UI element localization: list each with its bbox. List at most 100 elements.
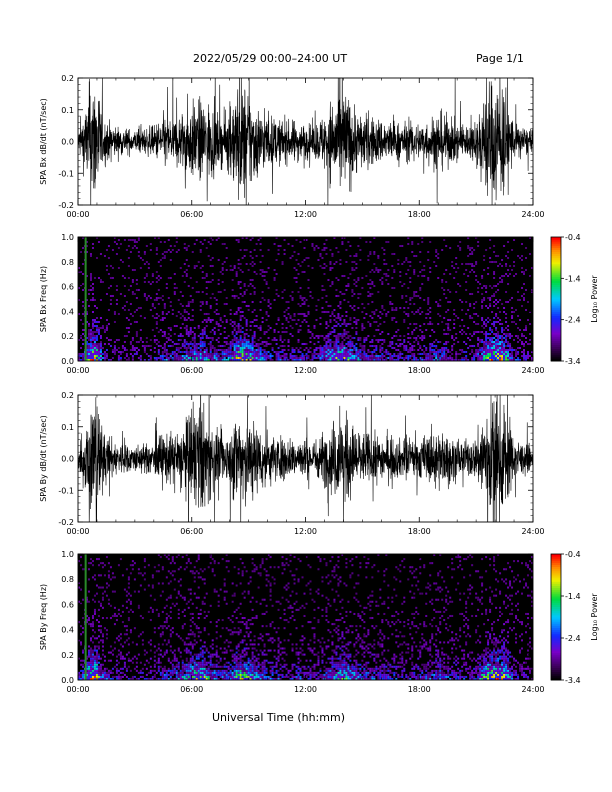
spectrogram-cell — [453, 339, 456, 341]
spectrogram-cell — [351, 359, 354, 361]
spectrogram-cell — [237, 649, 240, 652]
spectrogram-cell — [237, 353, 240, 355]
spectrogram-cell — [167, 357, 170, 359]
spectrogram-cell — [97, 349, 100, 351]
spectrogram-cell — [81, 669, 84, 672]
spectrogram-cell — [187, 301, 190, 303]
spectrogram-cell — [341, 351, 344, 353]
spectrogram-cell — [351, 291, 354, 293]
spectrogram-cell — [321, 349, 324, 351]
spectrogram-cell — [453, 343, 456, 345]
spectrogram-cell — [155, 677, 158, 680]
spectrogram-cell — [97, 353, 100, 355]
spectrogram-cell — [173, 588, 176, 591]
spectrogram-cell — [239, 287, 242, 289]
spectrogram-cell — [499, 323, 502, 325]
spectrogram-cell — [339, 319, 342, 321]
spectrogram-cell — [455, 351, 458, 353]
spectrogram-cell — [191, 671, 194, 674]
spectrogram-cell — [95, 651, 98, 654]
spectrogram-cell — [479, 357, 482, 359]
spectrogram-cell — [437, 323, 440, 325]
spectrogram-cell — [369, 293, 372, 295]
spectrogram-cell — [489, 357, 492, 359]
spectrogram-cell — [311, 267, 314, 269]
spectrogram-cell — [225, 665, 228, 668]
y-tick-label: 0.0 — [61, 138, 74, 147]
spectrogram-cell — [203, 277, 206, 279]
spectrogram-cell — [189, 327, 192, 329]
spectrogram-cell — [455, 357, 458, 359]
spectrogram-cell — [219, 647, 222, 650]
spectrogram-cell — [241, 649, 244, 652]
spectrogram-cell — [353, 309, 356, 311]
spectrogram-cell — [201, 645, 204, 648]
spectrogram-cell — [341, 341, 344, 343]
spectrogram-cell — [191, 287, 194, 289]
spectrogram-cell — [479, 283, 482, 285]
spectrogram-cell — [387, 333, 390, 335]
spectrogram-cell — [385, 279, 388, 281]
spectrogram-cell — [243, 623, 246, 626]
spectrogram-cell — [201, 570, 204, 573]
spectrogram-cell — [245, 359, 248, 361]
spectrogram-cell — [223, 675, 226, 678]
spectrogram-cell — [247, 345, 250, 347]
spectrogram-cell — [231, 343, 234, 345]
spectrogram-cell — [523, 335, 526, 337]
spectrogram-cell — [495, 327, 498, 329]
spectrogram-cell — [97, 647, 100, 650]
spectrogram-cell — [347, 359, 350, 361]
spectrogram-cell — [89, 337, 92, 339]
spectrogram-cell — [513, 311, 516, 313]
spectrogram-cell — [343, 353, 346, 355]
spectrogram-cell — [167, 639, 170, 642]
spectrogram-cell — [247, 309, 250, 311]
spectrogram-cell — [339, 343, 342, 345]
spectrogram-cell — [493, 251, 496, 253]
spectrogram-cell — [339, 301, 342, 303]
spectrogram-cell — [95, 331, 98, 333]
spectrogram-cell — [235, 355, 238, 357]
spectrogram-cell — [107, 584, 110, 587]
spectrogram-cell — [187, 359, 190, 361]
spectrogram-cell — [243, 647, 246, 650]
spectrogram-cell — [317, 341, 320, 343]
spectrogram-cell — [137, 357, 140, 359]
spectrogram-cell — [261, 269, 264, 271]
spectrogram-cell — [393, 287, 396, 289]
spectrogram-cell — [405, 313, 408, 315]
spectrogram-cell — [223, 657, 226, 660]
spectrogram-cell — [99, 665, 102, 668]
spectrogram-cell — [161, 257, 164, 259]
spectrogram-cell — [219, 665, 222, 668]
spectrogram-cell — [395, 331, 398, 333]
spectrogram-cell — [337, 353, 340, 355]
spectrogram-cell — [323, 249, 326, 251]
spectrogram-cell — [371, 311, 374, 313]
spectrogram-cell — [223, 315, 226, 317]
spectrogram-cell — [107, 570, 110, 573]
spectrogram-cell — [511, 349, 514, 351]
spectrogram-cell — [467, 359, 470, 361]
colorbar-segment — [551, 327, 561, 331]
spectrogram-cell — [333, 315, 336, 317]
spectrogram-cell — [193, 265, 196, 267]
spectrogram-cell — [353, 347, 356, 349]
spectrogram-cell — [235, 325, 238, 327]
spectrogram-cell — [129, 353, 132, 355]
spectrogram-cell — [99, 586, 102, 589]
spectrogram-cell — [189, 675, 192, 678]
spectrogram-cell — [491, 331, 494, 333]
spectrogram-cell — [429, 335, 432, 337]
spectrogram-cell — [227, 335, 230, 337]
spectrogram-cell — [97, 343, 100, 345]
spectrogram-cell — [113, 349, 116, 351]
spectrogram-cell — [259, 349, 262, 351]
spectrogram-cell — [201, 600, 204, 603]
spectrogram-cell — [127, 582, 130, 585]
spectrogram-cell — [221, 619, 224, 622]
spectrogram-cell — [251, 279, 254, 281]
spectrogram-cell — [321, 357, 324, 359]
spectrogram-cell — [81, 568, 84, 571]
